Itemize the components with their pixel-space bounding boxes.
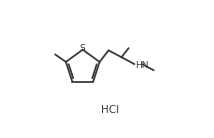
Text: S: S (80, 44, 86, 53)
Text: HN: HN (135, 61, 149, 70)
Text: HCl: HCl (101, 105, 119, 115)
